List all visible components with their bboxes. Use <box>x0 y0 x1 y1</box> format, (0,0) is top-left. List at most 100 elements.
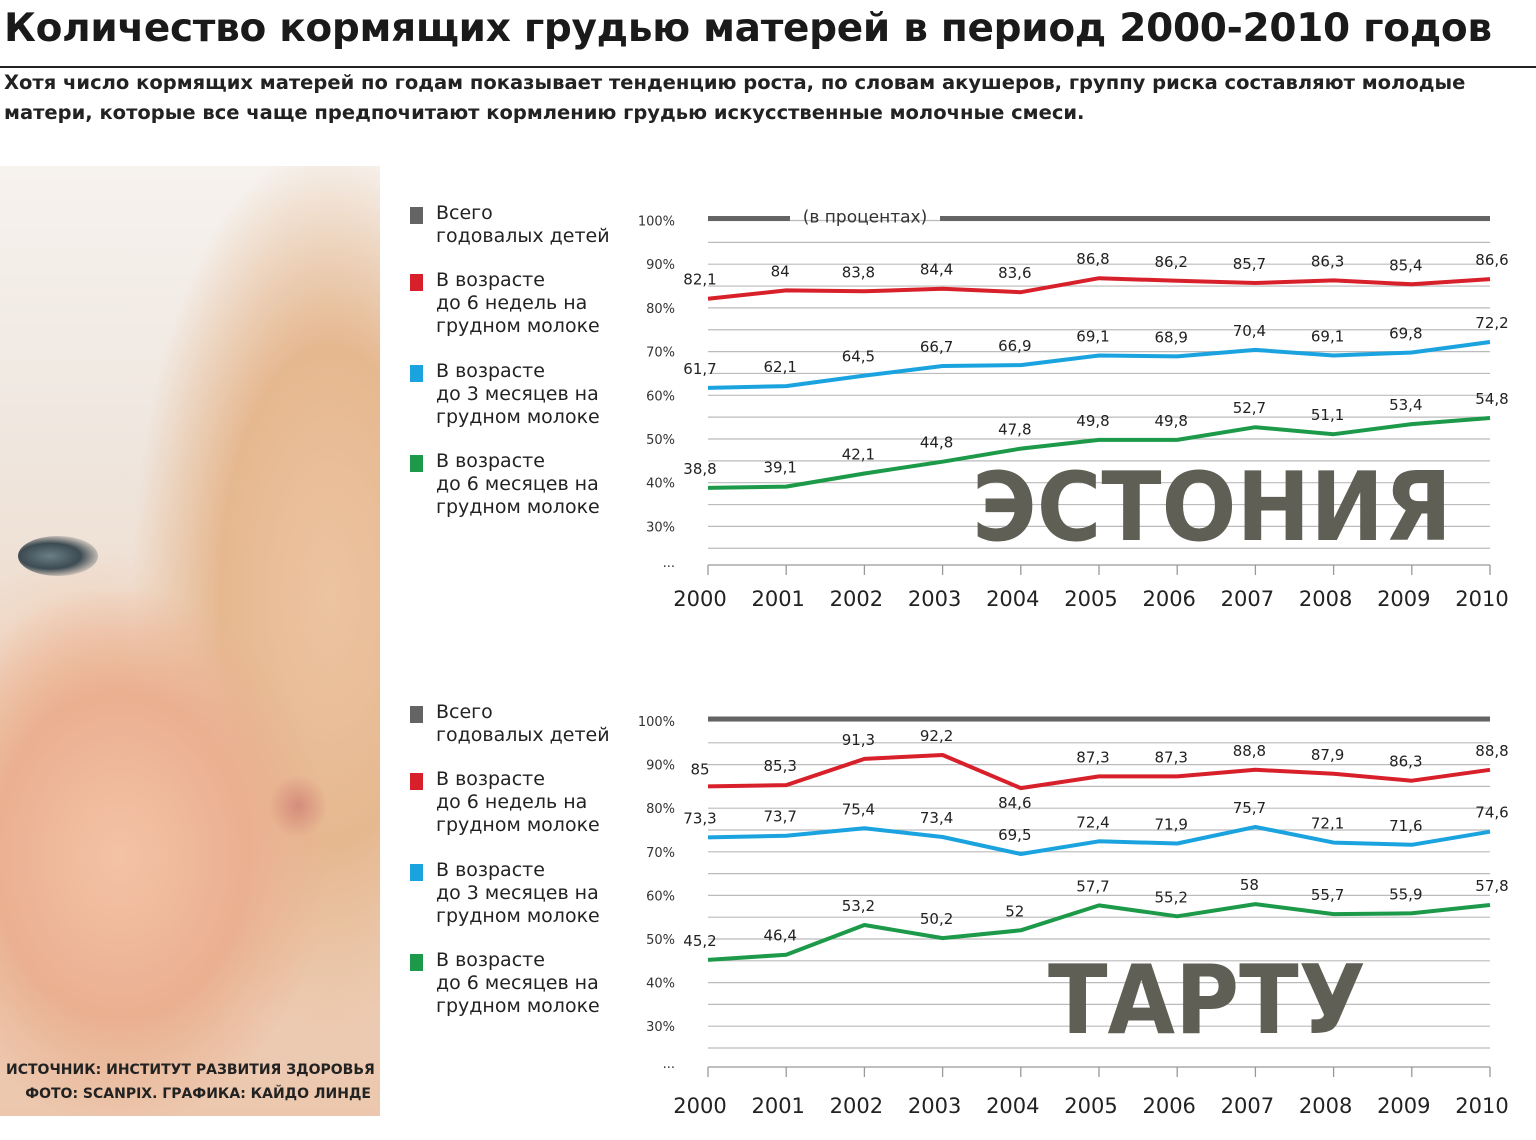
data-label-m6: 49,8 <box>1154 412 1187 430</box>
data-label-w6: 85,3 <box>763 757 796 775</box>
data-label-m6: 50,2 <box>920 910 953 928</box>
data-label-m6: 52 <box>1005 902 1024 920</box>
photo-credit: ФОТО: SCANPIX. ГРАФИКА: КАЙДО ЛИНДЕ <box>25 1086 371 1102</box>
x-tick-label: 2002 <box>830 587 883 611</box>
y-tick-label: 40% <box>646 477 675 492</box>
series-line-m6 <box>707 902 1491 962</box>
x-tick-label: 2006 <box>1142 1094 1195 1118</box>
chart-title: ТАРТУ <box>1048 946 1366 1056</box>
data-label-m3: 73,4 <box>920 809 953 827</box>
y-tick-label: ... <box>663 1057 675 1072</box>
data-label-m6: 54,8 <box>1475 390 1508 408</box>
data-label-m6: 49,8 <box>1076 412 1109 430</box>
legend-swatch-m3 <box>410 365 423 382</box>
baby-eye <box>18 536 98 576</box>
unit-note: (в процентах) <box>803 208 928 228</box>
data-label-m6: 55,2 <box>1154 888 1187 906</box>
data-label-m6: 38,8 <box>683 460 716 478</box>
data-label-m6: 55,9 <box>1389 885 1422 903</box>
y-tick-label: 30% <box>646 520 675 535</box>
baby-lip <box>270 776 326 836</box>
chart-estonia: ЭСТОНИЯ 100% 90% 80% 70% 60% 50% 40% 30%... 2000 2… <box>638 208 1509 612</box>
data-label-w6: 84 <box>771 262 790 280</box>
legend-label-m3: В возрасте до 3 месяцев на грудном молок… <box>436 859 600 927</box>
data-label-m3: 62,1 <box>763 358 796 376</box>
legend-swatch-w6 <box>410 274 423 291</box>
legend-swatch-m6 <box>410 455 423 472</box>
x-tick-label: 2004 <box>986 587 1039 611</box>
data-label-m3: 68,9 <box>1154 328 1187 346</box>
x-tick-label: 2006 <box>1142 587 1195 611</box>
legend-swatch-m6 <box>410 954 423 971</box>
page-title: Количество кормящих грудью матерей в пер… <box>4 6 1492 51</box>
y-tick-label: 70% <box>646 346 675 361</box>
data-label-m3: 73,7 <box>763 808 796 826</box>
legend-label-m6: В возрасте до 6 месяцев на грудном молок… <box>436 949 600 1017</box>
y-tick-label: 50% <box>646 933 675 948</box>
data-label-m3: 66,9 <box>998 337 1031 355</box>
source-credit: ИСТОЧНИК: ИНСТИТУТ РАЗВИТИЯ ЗДОРОВЬЯ <box>6 1062 375 1078</box>
data-label-w6: 82,1 <box>683 271 716 289</box>
data-label-m6: 55,7 <box>1311 886 1344 904</box>
data-label-w6: 92,2 <box>920 727 953 745</box>
data-label-w6: 86,2 <box>1154 253 1187 271</box>
data-label-m3: 74,6 <box>1475 804 1508 822</box>
data-label-w6: 87,9 <box>1311 746 1344 764</box>
data-label-m6: 53,2 <box>842 897 875 915</box>
y-tick-label: 90% <box>646 759 675 774</box>
data-label-m3: 69,8 <box>1389 324 1422 342</box>
data-label-m3: 72,1 <box>1311 815 1344 833</box>
x-tick-label: 2007 <box>1221 1094 1274 1118</box>
series-line-w6 <box>707 753 1491 791</box>
x-tick-label: 2009 <box>1377 587 1430 611</box>
data-label-w6: 85,7 <box>1233 255 1266 273</box>
x-tick-label: 2008 <box>1299 1094 1352 1118</box>
x-tick-label: 2004 <box>986 1094 1039 1118</box>
y-tick-label: 60% <box>646 389 675 404</box>
data-label-w6: 84,6 <box>998 794 1031 812</box>
data-label-w6: 84,4 <box>920 261 953 279</box>
data-label-m3: 69,1 <box>1076 328 1109 346</box>
y-tick-label: 30% <box>646 1020 675 1035</box>
data-label-m3: 64,5 <box>842 348 875 366</box>
data-label-m6: 46,4 <box>763 927 796 945</box>
series-line-w6 <box>707 276 1491 301</box>
data-label-m3: 66,7 <box>920 338 953 356</box>
legend-label-total: Всего годовалых детей <box>436 202 610 247</box>
legend-swatch-m3 <box>410 864 423 881</box>
x-tick-label: 2010 <box>1455 587 1508 611</box>
data-label-w6: 85 <box>690 760 709 778</box>
chart-tartu: ТАРТУ 100% 90% 80% 70% 60% 50% 40% 30%... 2000 200… <box>638 715 1509 1118</box>
x-tick-label: 2003 <box>908 587 961 611</box>
data-label-w6: 86,3 <box>1389 753 1422 771</box>
data-label-m6: 45,2 <box>683 932 716 950</box>
x-tick-label: 2005 <box>1064 1094 1117 1118</box>
x-tick-label: 2003 <box>908 1094 961 1118</box>
breastfeeding-photo <box>0 166 380 1116</box>
data-label-w6: 88,8 <box>1233 742 1266 760</box>
legend-swatch-w6 <box>410 773 423 790</box>
data-label-w6: 86,8 <box>1076 250 1109 268</box>
y-tick-label: ... <box>663 556 675 571</box>
data-label-w6: 88,8 <box>1475 742 1508 760</box>
y-tick-label: 100% <box>638 215 675 230</box>
y-tick-label: 70% <box>646 846 675 861</box>
data-label-w6: 86,3 <box>1311 252 1344 270</box>
data-label-w6: 83,6 <box>998 264 1031 282</box>
data-label-m3: 70,4 <box>1233 322 1266 340</box>
data-label-m6: 47,8 <box>998 421 1031 439</box>
legend-swatch-total <box>410 207 423 224</box>
series-line-m3 <box>707 340 1491 390</box>
legend-swatch-total <box>410 706 423 723</box>
y-tick-label: 80% <box>646 302 675 317</box>
y-tick-label: 60% <box>646 889 675 904</box>
data-label-m6: 53,4 <box>1389 396 1422 414</box>
data-label-m6: 57,8 <box>1475 877 1508 895</box>
legend-label-m6: В возрасте до 6 месяцев на грудном молок… <box>436 450 600 518</box>
data-label-m3: 73,3 <box>683 809 716 827</box>
page-subtitle: Хотя число кормящих матерей по годам пок… <box>4 71 1466 124</box>
data-label-m6: 42,1 <box>842 446 875 464</box>
legend-label-m3: В возрасте до 3 месяцев на грудном молок… <box>436 360 600 428</box>
data-label-w6: 91,3 <box>842 731 875 749</box>
legend-label-total: Всего годовалых детей <box>436 701 610 746</box>
